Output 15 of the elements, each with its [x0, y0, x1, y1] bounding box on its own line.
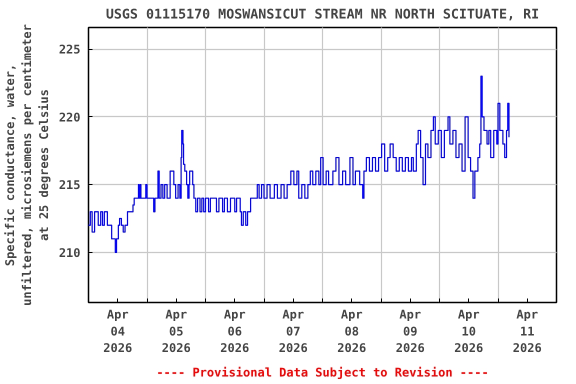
x-tick-label: Apr 04 2026 — [103, 308, 132, 356]
y-tick-label: 225 — [58, 42, 81, 57]
x-tick-label: Apr 10 2026 — [454, 308, 484, 356]
x-tick-label: Apr 08 2026 — [337, 308, 366, 356]
x-tick-label: Apr 05 2026 — [162, 308, 191, 356]
text: ---- Provisional Data Subject to Revision ---- — [156, 366, 489, 380]
x-tick-label: Apr 06 2026 — [220, 308, 250, 356]
y-tick-label: 220 — [58, 110, 81, 124]
x-tick-label: Apr 07 2026 — [278, 308, 308, 356]
y-axis-title: Specific conductance, water, unfiltered, microsiemens per centimeter at 25 degrees Celsius — [3, 24, 51, 306]
y-tick-label: 210 — [58, 246, 81, 260]
x-tick-label: Apr 09 2026 — [396, 308, 425, 356]
chart-title: USGS 01115170 MOSWANSICUT STREAM NR NORTH SCITUATE, RI — [106, 8, 540, 22]
y-tick-label: 215 — [58, 178, 81, 192]
x-tick-label: Apr 11 2026 — [512, 308, 542, 356]
